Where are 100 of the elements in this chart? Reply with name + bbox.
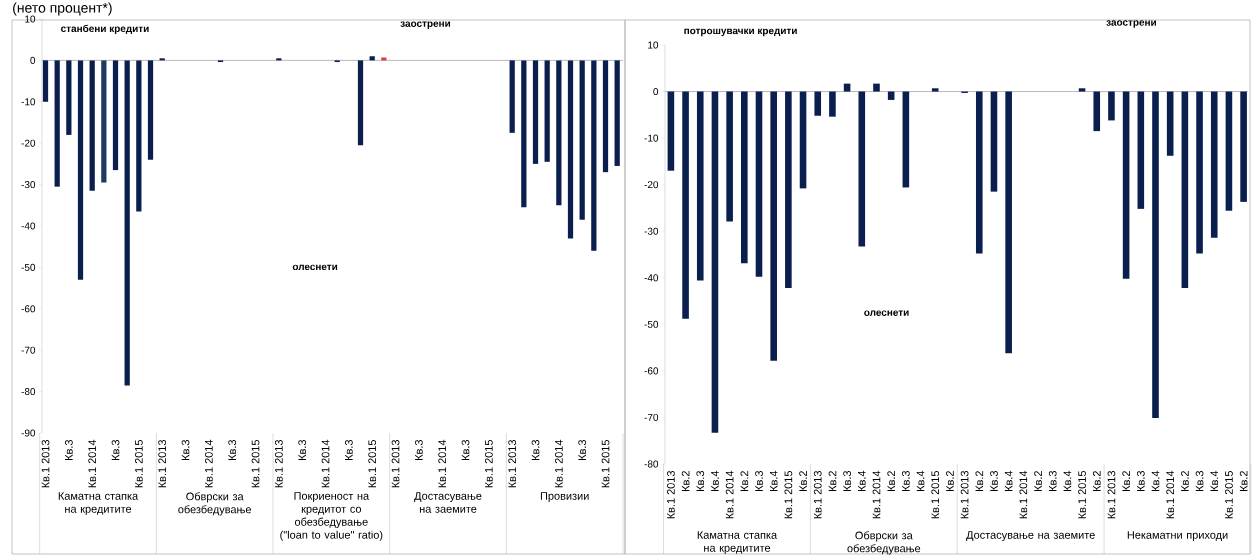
x-tick-label: Кв.1 2013: [813, 470, 822, 519]
x-tick-label: Кв.1 2014: [554, 439, 563, 488]
bar: [1166, 91, 1174, 156]
bar: [873, 83, 880, 92]
x-tick-label: Кв.1 2014: [872, 470, 881, 519]
x-tick-label: Кв.3: [344, 439, 353, 460]
y-tick-label: -80: [644, 460, 659, 468]
x-tick-label: Кв.1 2013: [391, 439, 400, 488]
y-tick-label: -10: [21, 98, 36, 106]
x-tick-label: Кв.1 2015: [134, 439, 143, 488]
bar: [726, 91, 733, 222]
annotation: олеснети: [292, 264, 338, 270]
bar: [931, 88, 939, 92]
x-tick-label: Кв.1 2014: [321, 439, 330, 488]
y-tick-label: 0: [30, 56, 36, 64]
bar: [1122, 91, 1130, 279]
y-tick-label: -50: [644, 320, 659, 328]
x-tick-label: Кв.3: [64, 439, 73, 460]
y-tick-label: 10: [25, 15, 36, 23]
x-tick-label: Кв.3: [578, 439, 587, 460]
bar: [858, 91, 866, 247]
y-tick-label: -70: [644, 413, 659, 421]
x-tick-label: Кв.4: [1063, 470, 1072, 491]
x-tick-label: Кв.3: [461, 439, 470, 460]
x-tick-label: Кв.1 2015: [368, 439, 377, 488]
y-tick-label: -40: [644, 274, 659, 282]
y-tick-label: -40: [21, 222, 36, 230]
x-tick-label: Кв.4: [1210, 470, 1218, 491]
x-tick-label: Кв.3: [901, 470, 910, 491]
bar: [902, 91, 910, 188]
text: Некаматни приходи: [1127, 530, 1228, 541]
x-tick-label: Кв.4: [1004, 470, 1013, 491]
x-tick-label: Кв.3: [1136, 470, 1145, 491]
x-tick-label: Кв.1 2015: [484, 439, 493, 488]
text: Каматна стапка на кредитите: [58, 491, 139, 515]
x-tick-label: Кв.3: [111, 439, 120, 460]
x-tick-label: Кв.3: [531, 439, 540, 460]
x-tick-label: Кв.3: [755, 470, 763, 491]
x-tick-label: Кв.4: [858, 470, 866, 491]
bar: [711, 91, 719, 433]
y-tick-label: -60: [644, 367, 659, 375]
x-tick-label: Кв.1 2015: [1078, 470, 1086, 519]
x-tick-label: Кв.3: [1195, 470, 1204, 491]
x-tick-label: Кв.1 2013: [667, 470, 675, 519]
x-tick-label: Кв.2: [975, 470, 984, 491]
x-tick-label: Кв.1 2013: [1107, 470, 1116, 519]
text: Покриеност на кредитот со обезбедување ("loan to value" ratio): [280, 491, 383, 541]
x-tick-label: Кв.1 2015: [1225, 470, 1233, 519]
bar: [667, 91, 675, 171]
y-tick-label: -30: [644, 227, 659, 235]
x-tick-label: Кв.1 2015: [784, 470, 793, 519]
bar: [1196, 91, 1203, 254]
x-tick-label: Кв.4: [916, 470, 925, 491]
x-tick-label: Кв.2: [1239, 470, 1248, 491]
x-tick-label: Кв.1 2013: [274, 439, 283, 488]
bar: [1093, 91, 1101, 131]
annotation: заострени: [400, 21, 451, 29]
x-tick-label: Кв.3: [1048, 470, 1057, 491]
chart-title: потрошувачки кредити: [684, 28, 797, 36]
x-tick-label: Кв.1 2014: [438, 439, 447, 488]
y-tick-label: -60: [21, 305, 36, 313]
bar: [843, 83, 851, 92]
y-tick-label: -90: [21, 429, 36, 437]
text: Обврски за обезбедување: [178, 491, 252, 516]
x-tick-label: Кв.1 2013: [960, 470, 969, 519]
bar: [1225, 91, 1233, 211]
y-tick-label: -70: [21, 346, 36, 354]
bar: [785, 91, 792, 288]
x-tick-label: Кв.1 2014: [204, 439, 213, 488]
x-tick-label: Кв.3: [181, 439, 190, 460]
x-tick-label: Кв.2: [887, 470, 895, 491]
x-tick-label: Кв.2: [740, 470, 749, 491]
bar: [799, 91, 807, 189]
x-tick-label: Кв.2: [1122, 470, 1130, 491]
x-tick-label: Кв.2: [946, 470, 954, 491]
y-tick-label: -10: [644, 134, 659, 142]
x-tick-label: Кв.3: [298, 439, 307, 460]
y-tick-label: -20: [644, 180, 659, 188]
x-tick-label: Кв.3: [843, 470, 851, 491]
x-tick-label: Кв.1 2014: [88, 439, 97, 488]
x-tick-label: Кв.3: [228, 439, 237, 460]
y-tick-label: -80: [21, 387, 36, 395]
text: Достасување на заемите: [414, 491, 482, 513]
bar: [741, 91, 748, 264]
bar: [682, 91, 689, 319]
bar: [696, 91, 704, 281]
text: заострени: [1106, 20, 1156, 28]
bar: [770, 91, 777, 361]
x-tick-label: Кв.2: [799, 470, 807, 491]
bar: [1137, 91, 1145, 209]
text: Провизии: [540, 491, 589, 502]
y-tick-label: -50: [21, 263, 36, 271]
bar: [1210, 91, 1218, 238]
x-tick-label: Кв.1 2015: [931, 470, 940, 519]
bar: [990, 91, 998, 192]
text: Каматна стапка на кредитите: [697, 530, 778, 554]
x-tick-label: Кв.4: [711, 470, 719, 491]
x-tick-label: Кв.1 2014: [725, 470, 734, 519]
bar: [755, 91, 763, 277]
x-tick-label: Кв.1 2013: [41, 439, 50, 488]
